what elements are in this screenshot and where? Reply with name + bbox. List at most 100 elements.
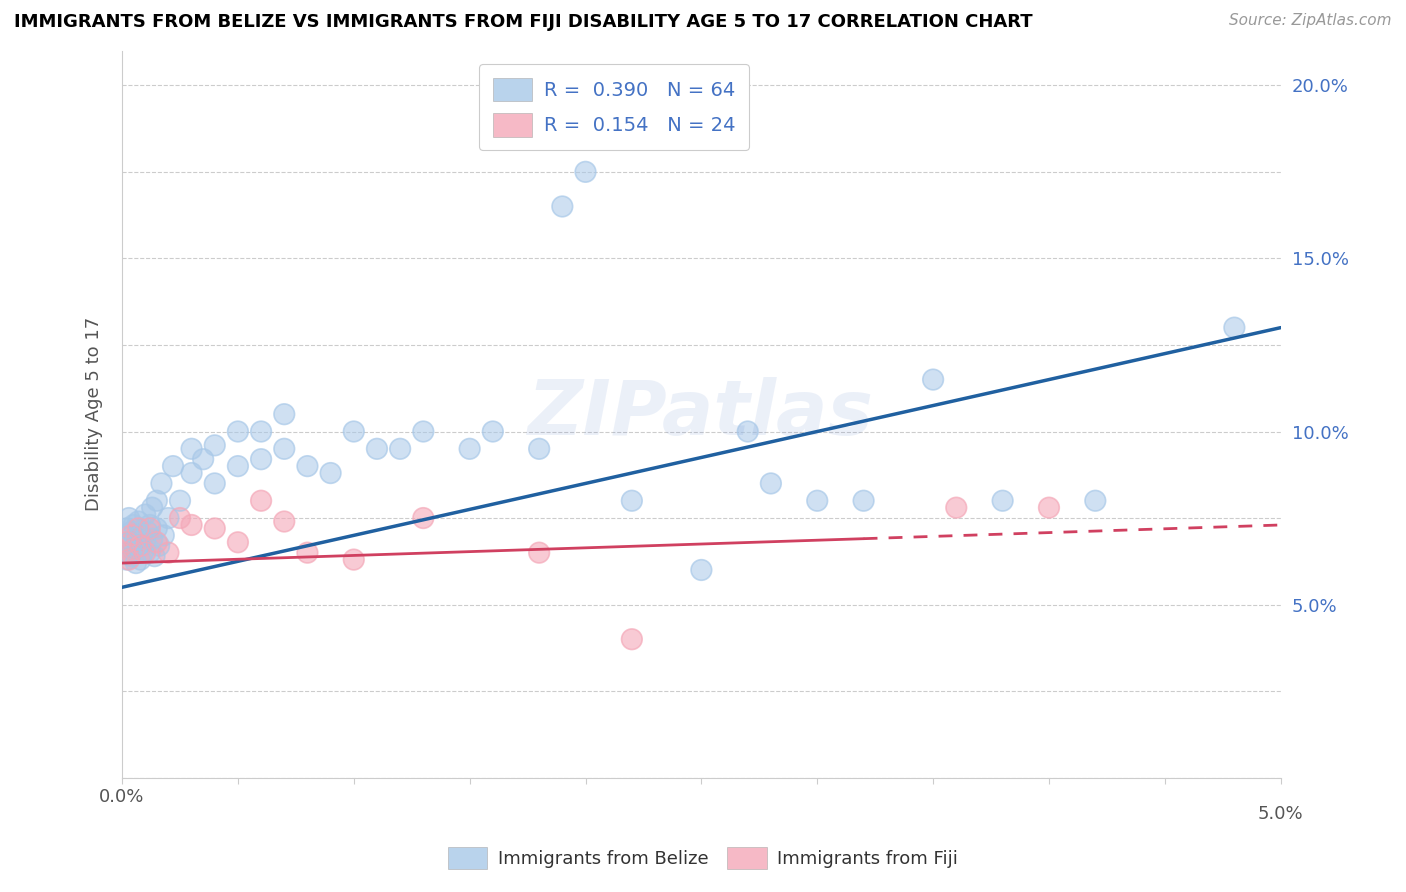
Point: [120, 549, 142, 563]
Point: [122, 542, 145, 557]
Point: [127, 521, 149, 535]
Point: [226, 535, 249, 549]
Point: [150, 476, 173, 491]
Point: [806, 493, 828, 508]
Point: [143, 549, 166, 563]
Point: [146, 535, 169, 549]
Point: [551, 199, 574, 213]
Point: [127, 515, 149, 529]
Point: [551, 199, 574, 213]
Point: [146, 493, 169, 508]
Point: [115, 552, 138, 566]
Point: [162, 459, 184, 474]
Point: [574, 165, 596, 179]
Point: [139, 546, 162, 560]
Point: [118, 535, 141, 549]
Point: [620, 632, 643, 647]
Point: [852, 493, 875, 508]
Point: [127, 539, 149, 553]
Point: [118, 511, 141, 525]
Point: [112, 546, 135, 560]
Point: [120, 528, 142, 542]
Point: [366, 442, 388, 456]
Point: [945, 500, 967, 515]
Point: [134, 535, 156, 549]
Point: [1223, 320, 1246, 334]
Point: [146, 521, 169, 535]
Point: [412, 511, 434, 525]
Point: [191, 452, 214, 467]
Point: [118, 511, 141, 525]
Point: [922, 373, 945, 387]
Point: [139, 518, 162, 533]
Point: [458, 442, 481, 456]
Point: [759, 476, 782, 491]
Point: [132, 546, 155, 560]
Point: [136, 524, 159, 539]
Point: [120, 528, 142, 542]
Point: [180, 466, 202, 480]
Point: [120, 549, 142, 563]
Point: [273, 442, 295, 456]
Point: [250, 493, 273, 508]
Point: [122, 518, 145, 533]
Point: [226, 535, 249, 549]
Point: [273, 442, 295, 456]
Point: [146, 535, 169, 549]
Point: [127, 515, 149, 529]
Point: [162, 459, 184, 474]
Point: [134, 508, 156, 522]
Point: [127, 539, 149, 553]
Point: [412, 425, 434, 439]
Point: [945, 500, 967, 515]
Point: [297, 546, 319, 560]
Point: [112, 546, 135, 560]
Point: [226, 425, 249, 439]
Point: [991, 493, 1014, 508]
Point: [319, 466, 342, 480]
Point: [343, 425, 366, 439]
Point: [343, 552, 366, 566]
Point: [157, 546, 180, 560]
Point: [115, 521, 138, 535]
Point: [389, 442, 412, 456]
Point: [991, 493, 1014, 508]
Point: [125, 556, 148, 570]
Point: [250, 493, 273, 508]
Point: [1038, 500, 1060, 515]
Point: [141, 532, 163, 546]
Point: [806, 493, 828, 508]
Point: [180, 518, 202, 533]
Point: [1038, 500, 1060, 515]
Text: ZIPatlas: ZIPatlas: [529, 377, 875, 451]
Point: [139, 546, 162, 560]
Point: [129, 552, 152, 566]
Point: [297, 546, 319, 560]
Point: [146, 521, 169, 535]
Point: [620, 493, 643, 508]
Point: [120, 524, 142, 539]
Point: [134, 546, 156, 560]
Y-axis label: Disability Age 5 to 17: Disability Age 5 to 17: [86, 317, 103, 511]
Point: [125, 556, 148, 570]
Point: [226, 425, 249, 439]
Point: [112, 546, 135, 560]
Point: [737, 425, 759, 439]
Point: [134, 546, 156, 560]
Point: [129, 552, 152, 566]
Point: [250, 425, 273, 439]
Point: [527, 546, 550, 560]
Point: [125, 532, 148, 546]
Point: [759, 476, 782, 491]
Point: [148, 539, 170, 553]
Point: [204, 476, 226, 491]
Point: [180, 518, 202, 533]
Point: [115, 552, 138, 566]
Point: [482, 425, 505, 439]
Point: [250, 425, 273, 439]
Point: [852, 493, 875, 508]
Point: [226, 459, 249, 474]
Point: [152, 528, 174, 542]
Point: [458, 442, 481, 456]
Point: [169, 493, 191, 508]
